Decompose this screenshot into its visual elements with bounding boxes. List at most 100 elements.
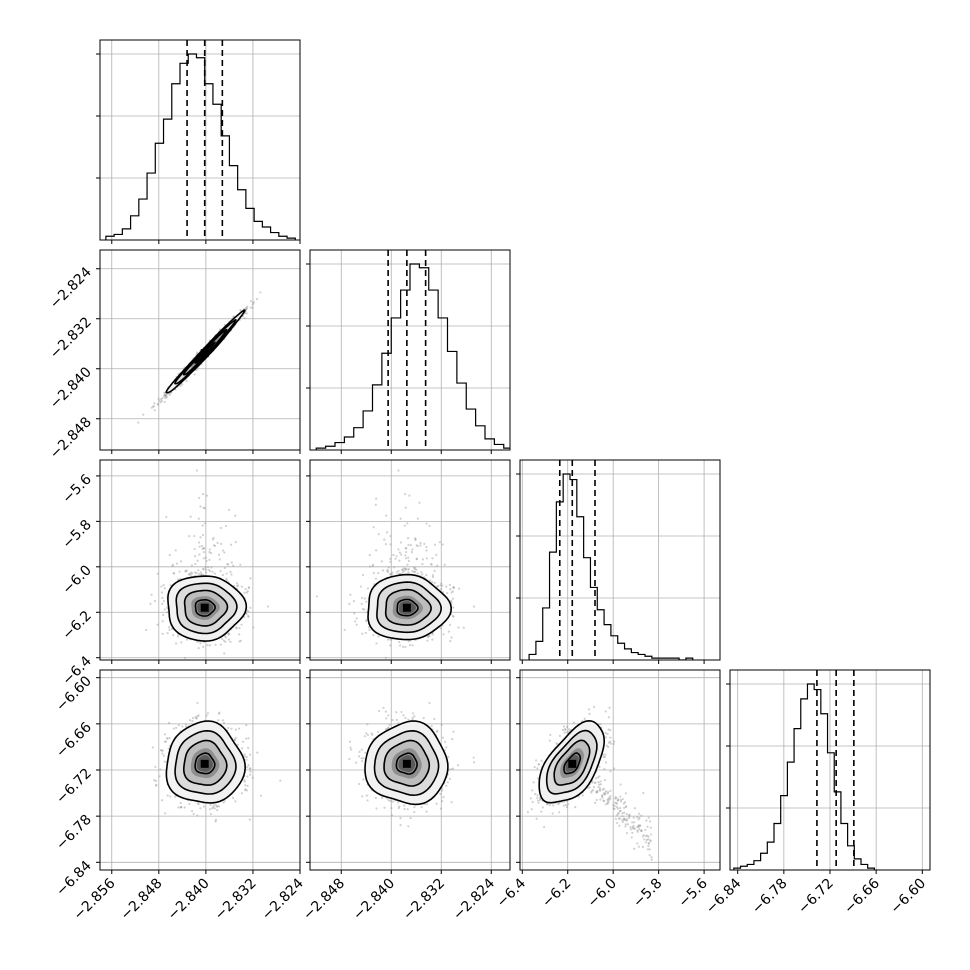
pair-panel-2-1-point (404, 567, 407, 570)
pair-panel-2-1-contour-0 (367, 573, 453, 641)
pair-panel-2-0-point (189, 515, 192, 518)
pair-panel-3-0-point (214, 820, 217, 823)
pair-panel-2-1-point (410, 551, 414, 554)
hist-panel-1-bar-7 (382, 353, 391, 450)
pair-panel-2-1-point (448, 623, 452, 626)
hist-panel-3-bar-14 (828, 753, 835, 870)
pair-panel-2-0-point (208, 644, 212, 647)
pair-panel-2-1-point (431, 632, 434, 635)
pair-panel-2-1-point (439, 584, 442, 587)
pair-panel-1-0-point (164, 394, 167, 397)
pair-panel-2-0-point (179, 560, 183, 563)
pair-panel-2-0-point (221, 574, 225, 577)
pair-panel-2-1-point (395, 571, 398, 574)
pair-panel-2-0-point (220, 542, 223, 545)
pair-panel-2-0-point (222, 639, 226, 642)
pair-panel-2-0-point (208, 548, 211, 551)
pair-panel-2-0-point (204, 571, 208, 574)
pair-panel-3-0-point (191, 716, 195, 720)
hist-panel-1-bar-10 (410, 264, 419, 450)
pair-panel-2-1-point (452, 586, 455, 589)
pair-panel-2-1-point (407, 568, 410, 571)
pair-panel-2-0-point (169, 584, 172, 587)
pair-panel-2-0-point (197, 569, 200, 572)
pair-panel-2-1-point (389, 535, 392, 538)
pair-panel-2-1-point (400, 553, 403, 556)
pair-panel-2-0-point (218, 553, 221, 556)
hist-panel-3-bar-8 (787, 762, 794, 870)
pair-panel-2-1-point (450, 636, 453, 639)
pair-panel-2-1-point (446, 591, 449, 595)
pair-panel-1-0-point (157, 397, 160, 400)
pair-panel-2-0-point (156, 572, 159, 575)
pair-panel-2-1-point (392, 553, 395, 557)
pair-panel-2-0-point (185, 569, 188, 572)
pair-panel-2-0-point (208, 558, 211, 561)
pair-panel-2-1-point (440, 582, 443, 585)
pair-panel-2-0-point (172, 633, 175, 637)
pair-panel-2-0-point (238, 633, 241, 636)
pair-panel-2-0-point (266, 605, 270, 608)
pair-panel-2-1-point (368, 628, 371, 632)
pair-panel-2-0-point (232, 564, 235, 567)
pair-panel-2-1-point (375, 497, 378, 500)
pair-panel-2-1-point (443, 563, 446, 566)
hist-panel-1-bar-21 (513, 448, 522, 450)
pair-panel-2-0-point (187, 573, 191, 576)
pair-panel-2-0-point (213, 544, 216, 548)
pair-panel-1-0-point (181, 383, 184, 386)
hist-panel-2-histogram (528, 473, 694, 660)
pair-panel-2-1-point (420, 570, 423, 574)
pair-panel-2-1-point (449, 588, 452, 591)
hist-panel-0-bar-6 (155, 143, 163, 240)
pair-panel-2-1-point (385, 531, 389, 534)
hist-panel-2-bar-14 (625, 649, 632, 660)
pair-panel-1-0-point (159, 401, 163, 404)
pair-panel-2-1-point (415, 557, 418, 560)
pair-panel-2-1-point (412, 566, 415, 569)
pair-panel-1-0-point (245, 312, 248, 315)
pair-panel-2-0-point (171, 563, 174, 566)
hist-panel-2-bar-9 (590, 587, 597, 660)
pair-panel-1-0-point (163, 391, 166, 394)
pair-panel-2-0-point (228, 508, 231, 512)
pair-panel-2-1-point (377, 635, 380, 638)
pair-panel-3-0-point (161, 752, 164, 755)
pair-panel-1-0-point (165, 394, 168, 397)
pair-panel-1-0-point (168, 393, 171, 397)
pair-panel-2-1-point (353, 612, 356, 615)
pair-panel-2-1-point (413, 567, 416, 571)
pair-panel-2-1-point (421, 558, 425, 561)
pair-panel-1-0-point (137, 421, 140, 424)
pair-panel-2-0-point (194, 562, 197, 566)
pair-panel-2-1-point (372, 526, 375, 529)
pair-panel-2-1-point (394, 557, 397, 560)
pair-panel-2-0-point (174, 549, 177, 552)
pair-panel-2-0-point (198, 496, 201, 500)
pair-panel-2-0-point (216, 541, 219, 545)
pair-panel-2-0-contour-1 (175, 582, 238, 635)
pair-panel-2-0-point (247, 614, 250, 618)
pair-panel-2-0-point (245, 591, 248, 594)
pair-panel-2-0-point (202, 506, 205, 509)
pair-panel-2-0-point (170, 627, 173, 630)
hist-panel-0-bar-17 (246, 208, 254, 240)
hist-panel-3-bar-16 (841, 824, 848, 871)
pair-panel-2-1-point (441, 543, 444, 546)
pair-panel-3-0-point (179, 801, 182, 805)
pair-panel-3-0-point (190, 810, 194, 813)
pair-panel-2-1-point (354, 620, 357, 623)
hist-panel-1-bar-8 (391, 318, 400, 450)
hist-panel-1-bar-17 (476, 426, 485, 450)
pair-panel-2-0-point (227, 638, 230, 641)
pair-panel-2-1-point (398, 640, 401, 644)
pair-panel-2-1-point (384, 656, 388, 660)
pair-panel-2-0-point (245, 612, 248, 616)
pair-panel-2-0-point (205, 559, 208, 563)
pair-panel-2-1-point (384, 542, 388, 546)
pair-panel-2-1-point (363, 597, 366, 600)
hist-panel-3-bar-2 (747, 864, 754, 870)
pair-panel-1-0-contour-3 (194, 341, 217, 364)
pair-panel-2-1-point (403, 524, 406, 527)
pair-panel-2-1-point (451, 590, 454, 593)
